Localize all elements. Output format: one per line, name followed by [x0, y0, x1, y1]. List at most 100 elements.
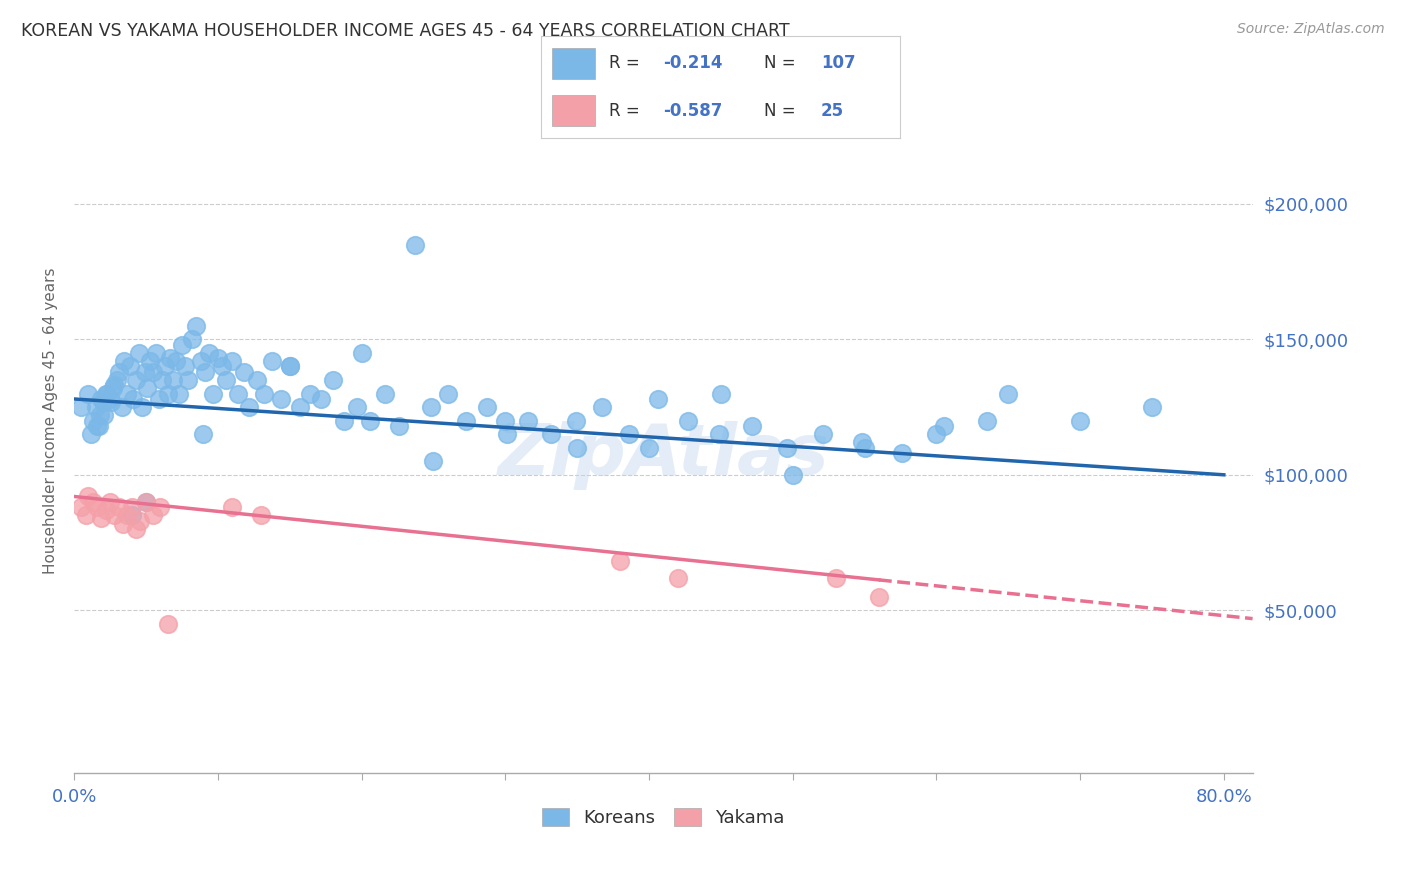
- Legend: Koreans, Yakama: Koreans, Yakama: [534, 800, 792, 834]
- Point: [110, 400, 132, 414]
- Point: [925, 427, 948, 442]
- Point: [117, 386, 139, 401]
- Point: [419, 400, 441, 414]
- Point: [853, 441, 876, 455]
- Point: [101, 381, 124, 395]
- Point: [811, 427, 834, 442]
- Point: [198, 346, 221, 360]
- Text: KOREAN VS YAKAMA HOUSEHOLDER INCOME AGES 45 - 64 YEARS CORRELATION CHART: KOREAN VS YAKAMA HOUSEHOLDER INCOME AGES…: [21, 22, 790, 40]
- Point: [112, 354, 135, 368]
- Point: [333, 414, 356, 428]
- Point: [94, 386, 117, 401]
- Point: [75, 508, 97, 523]
- Point: [193, 427, 215, 442]
- Point: [517, 414, 540, 428]
- Point: [741, 419, 763, 434]
- Point: [186, 318, 208, 333]
- Point: [253, 386, 276, 401]
- Point: [976, 414, 998, 428]
- Point: [221, 354, 243, 368]
- Point: [494, 414, 516, 428]
- Point: [232, 365, 254, 379]
- Point: [211, 359, 233, 374]
- Point: [278, 359, 301, 374]
- Point: [373, 386, 395, 401]
- Point: [136, 381, 159, 395]
- FancyBboxPatch shape: [553, 95, 595, 126]
- Point: [1140, 400, 1163, 414]
- Point: [150, 373, 173, 387]
- Point: [404, 237, 426, 252]
- Point: [105, 373, 128, 387]
- Point: [591, 400, 613, 414]
- Point: [90, 511, 112, 525]
- Point: [121, 508, 143, 523]
- Point: [388, 419, 411, 434]
- Point: [77, 386, 100, 401]
- Point: [162, 373, 184, 387]
- Point: [90, 392, 112, 406]
- Point: [311, 392, 333, 406]
- Point: [134, 365, 156, 379]
- Point: [135, 495, 157, 509]
- Point: [153, 359, 176, 374]
- Point: [156, 386, 179, 401]
- Point: [609, 554, 631, 568]
- Point: [997, 386, 1019, 401]
- Point: [346, 400, 368, 414]
- Point: [125, 373, 148, 387]
- Point: [565, 441, 588, 455]
- Point: [142, 365, 165, 379]
- Point: [322, 373, 344, 387]
- Point: [93, 408, 115, 422]
- Text: ZipAtlas: ZipAtlas: [498, 421, 830, 491]
- Point: [142, 508, 165, 523]
- Point: [246, 373, 269, 387]
- Point: [202, 386, 225, 401]
- Point: [181, 332, 204, 346]
- Point: [710, 386, 733, 401]
- Point: [121, 500, 143, 515]
- Point: [270, 392, 292, 406]
- Point: [148, 392, 170, 406]
- Point: [84, 400, 107, 414]
- Point: [782, 467, 804, 482]
- Point: [159, 351, 181, 366]
- Text: N =: N =: [763, 54, 800, 72]
- Point: [868, 590, 890, 604]
- Text: N =: N =: [763, 102, 800, 120]
- Point: [70, 500, 93, 515]
- Y-axis label: Householder Income Ages 45 - 64 years: Householder Income Ages 45 - 64 years: [44, 268, 58, 574]
- Point: [94, 503, 117, 517]
- Point: [107, 500, 129, 515]
- Point: [82, 414, 104, 428]
- Point: [495, 427, 517, 442]
- Point: [617, 427, 640, 442]
- Point: [70, 400, 93, 414]
- Point: [288, 400, 311, 414]
- Text: -0.214: -0.214: [664, 54, 723, 72]
- Point: [117, 508, 139, 523]
- Point: [173, 359, 195, 374]
- Point: [170, 338, 193, 352]
- Point: [139, 354, 162, 368]
- Point: [190, 354, 212, 368]
- Point: [135, 495, 157, 509]
- Point: [298, 386, 321, 401]
- Point: [564, 414, 586, 428]
- Point: [359, 414, 381, 428]
- Point: [89, 408, 111, 422]
- Point: [131, 400, 153, 414]
- Point: [824, 571, 846, 585]
- Point: [87, 419, 110, 434]
- Point: [145, 346, 167, 360]
- Point: [1069, 414, 1091, 428]
- Point: [122, 392, 145, 406]
- Point: [111, 516, 134, 531]
- Point: [167, 386, 190, 401]
- Point: [422, 454, 444, 468]
- Point: [77, 490, 100, 504]
- Text: R =: R =: [609, 54, 645, 72]
- Point: [103, 508, 125, 523]
- Text: 107: 107: [821, 54, 856, 72]
